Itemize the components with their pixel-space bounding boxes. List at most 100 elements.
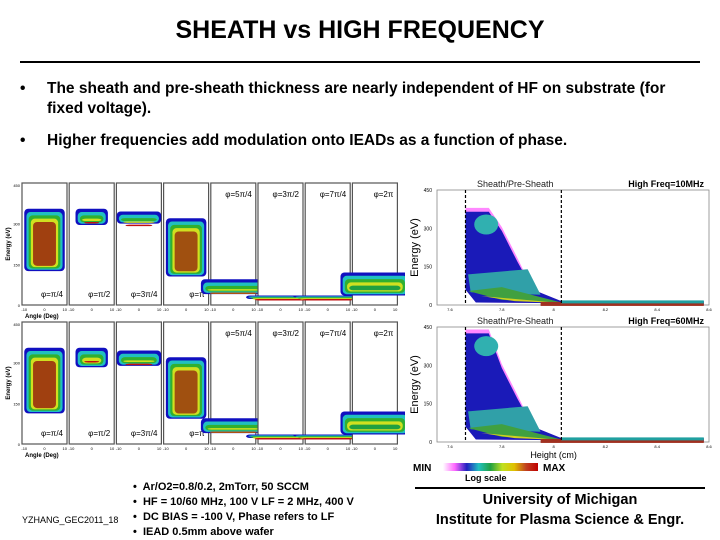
contour-yellow — [481, 433, 562, 440]
x-tick-label: 0 — [279, 446, 282, 451]
y-tick-label: 0 — [429, 303, 432, 309]
y-tick-label: 300 — [424, 363, 433, 369]
colorbar-max-label: MAX — [543, 463, 566, 474]
iead-contour — [82, 357, 102, 364]
x-axis-label: Angle (Deg) — [25, 314, 59, 320]
x-tick-label: 0 — [374, 307, 377, 312]
condition-item: • Ar/O2=0.8/0.2, 2mTorr, 50 SCCM — [133, 481, 309, 493]
iead-contour — [254, 438, 307, 440]
x-tick-label: 10 — [393, 307, 398, 312]
x-tick-label: -10 — [69, 307, 76, 312]
phase-label: φ=5π/4 — [225, 329, 252, 338]
y-tick-label: 300 — [424, 226, 433, 232]
x-tick-label: 0 — [91, 446, 94, 451]
x-tick-label: 10 — [299, 307, 304, 312]
x-tick-label: -10 — [116, 307, 123, 312]
contour-cyan — [474, 336, 499, 357]
iead-contour — [174, 231, 198, 272]
y-axis-label: Energy (eV) — [6, 227, 12, 260]
iead-contour — [349, 424, 401, 430]
x-tick-label: -10 — [116, 446, 123, 451]
phase-label: φ=π/2 — [88, 290, 111, 299]
x-tick-label: 8.2 — [603, 444, 609, 449]
sheath-panel: Sheath/Pre-Sheath High Freq=60MHz 0 150 300 4… — [409, 316, 713, 460]
iead-contour — [207, 428, 260, 430]
iead-panel: φ=3π/2 -10 0 10 — [246, 321, 315, 451]
x-tick-label: 10 — [63, 307, 68, 312]
phase-label: φ=π/2 — [88, 429, 111, 438]
x-tick-label: 0 — [279, 307, 282, 312]
contour-cyan — [474, 214, 499, 235]
x-tick-label: -10 — [257, 307, 264, 312]
x-tick-label: 7.6 — [447, 444, 453, 449]
y-axis-label: Energy (eV) — [409, 355, 421, 414]
iead-contour — [84, 221, 100, 224]
y-tick-label: 450 — [13, 183, 20, 188]
contour-red — [540, 438, 704, 443]
x-tick-label: 0 — [91, 307, 94, 312]
phase-label: φ=π — [189, 290, 205, 299]
colorbar — [443, 463, 538, 471]
x-tick-label: -10 — [163, 307, 170, 312]
y-tick-label: 150 — [13, 401, 20, 406]
iead-contour — [123, 360, 155, 362]
panel-frame — [304, 321, 351, 445]
contour-low — [561, 437, 704, 441]
phase-label: φ=3π/4 — [131, 429, 158, 438]
y-tick-label: 150 — [424, 402, 433, 408]
bullet-text: The sheath and pre-sheath thickness are … — [47, 80, 666, 117]
phase-label: φ=2π — [374, 190, 394, 199]
contour-cyan — [468, 406, 541, 432]
x-tick-label: -10 — [352, 446, 359, 451]
university-name: University of Michigan — [482, 492, 638, 508]
x-tick-label: 10 — [110, 307, 115, 312]
x-tick-label: 10 — [63, 446, 68, 451]
sheath-figure: Sheath/Pre-Sheath High Freq=10MHz 0 150 300 4… — [409, 179, 713, 471]
x-tick-label: 8.6 — [706, 307, 712, 312]
phase-label: φ=π/4 — [41, 429, 64, 438]
x-tick-label: -10 — [210, 307, 217, 312]
contour-cyan — [468, 269, 541, 295]
phase-label: φ=3π/2 — [273, 190, 300, 199]
x-tick-label: 0 — [232, 307, 235, 312]
x-tick-label: -10 — [210, 446, 217, 451]
x-axis-label: Height (cm) — [530, 450, 577, 460]
iead-contour — [302, 299, 354, 301]
phase-label: φ=7π/4 — [320, 329, 347, 338]
colorbar-min-label: MIN — [413, 463, 432, 474]
x-tick-label: 0 — [232, 446, 235, 451]
iead-contour — [349, 285, 401, 291]
x-tick-label: -10 — [305, 446, 312, 451]
phase-label: φ=π — [189, 429, 205, 438]
y-tick-label: 0 — [429, 440, 432, 446]
contour-green — [468, 287, 562, 303]
iead-panel: φ=2π -10 0 10 — [340, 321, 405, 451]
phase-label: φ=3π/4 — [131, 290, 158, 299]
x-tick-label: 8.4 — [654, 307, 660, 312]
y-tick-label: 150 — [424, 265, 433, 271]
panel-frame — [115, 321, 163, 445]
x-tick-label: 10 — [110, 446, 115, 451]
phase-label: φ=7π/4 — [320, 190, 347, 199]
x-tick-label: 10 — [157, 446, 162, 451]
iead-contour — [209, 292, 257, 294]
y-tick-label: 300 — [13, 222, 20, 227]
iead-panel: φ=7π/4 -10 0 10 — [293, 321, 363, 451]
iead-panel: φ=π/2 -10 0 10 — [69, 182, 115, 312]
iead-contour — [125, 224, 153, 227]
phase-label: φ=π/4 — [41, 290, 64, 299]
x-tick-label: -10 — [21, 307, 28, 312]
x-tick-label: 10 — [299, 446, 304, 451]
iead-contour — [205, 424, 262, 431]
panel-frame — [115, 182, 163, 306]
x-tick-label: 10 — [251, 307, 256, 312]
sheath-label: Sheath/Pre-Sheath — [477, 179, 554, 189]
frequency-label: High Freq=10MHz — [628, 179, 704, 189]
x-tick-label: -10 — [352, 307, 359, 312]
iead-contour — [33, 360, 56, 409]
x-tick-label: 0 — [374, 446, 377, 451]
x-tick-label: 10 — [346, 446, 351, 451]
x-tick-label: 8 — [552, 444, 555, 449]
